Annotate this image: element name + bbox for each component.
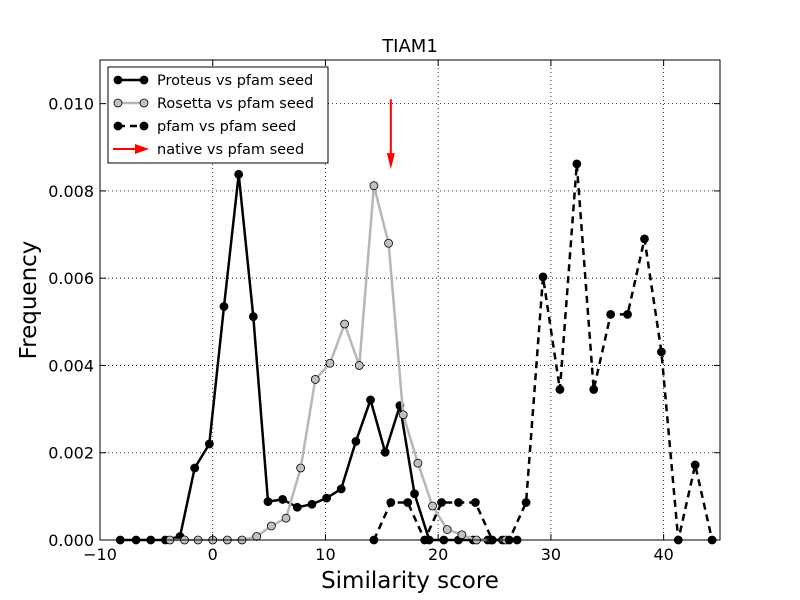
data-point (470, 498, 480, 507)
y-axis-title: Frequency (16, 241, 42, 360)
data-point (428, 501, 437, 511)
data-point (336, 484, 346, 494)
y-tick-label: 0.008 (48, 182, 94, 201)
data-point (234, 169, 244, 179)
data-point (296, 463, 306, 473)
legend-arrow-head (135, 144, 149, 154)
data-point (538, 272, 548, 282)
data-point (252, 532, 262, 541)
legend-item: pfam vs pfam seed (113, 119, 296, 135)
data-point (623, 309, 632, 319)
x-tick-label: −10 (83, 545, 117, 564)
data-point (263, 497, 273, 507)
legend-marker (139, 75, 149, 85)
data-point (457, 530, 467, 540)
legend: Proteus vs pfam seed Rosetta vs pfam seed… (107, 66, 329, 164)
data-point (351, 436, 361, 446)
data-point (386, 498, 396, 507)
data-point (190, 463, 200, 473)
data-point (325, 358, 335, 368)
data-point (413, 458, 423, 468)
data-point (690, 460, 700, 470)
y-tick-label: 0.002 (48, 444, 94, 463)
data-point (403, 498, 413, 507)
data-point (354, 361, 364, 370)
data-point (266, 521, 276, 531)
data-point (521, 498, 531, 507)
chart-title: TIAM1 (381, 36, 438, 57)
data-point (410, 489, 419, 499)
data-point (307, 499, 317, 509)
x-tick-label: 40 (653, 545, 673, 564)
legend-label: native vs pfam seed (157, 142, 304, 158)
x-tick-label: 30 (541, 545, 561, 564)
series-line (372, 162, 714, 542)
legend-label: Rosetta vs pfam seed (157, 96, 314, 112)
annotation-layer (386, 99, 395, 170)
legend-item: native vs pfam seed (113, 142, 304, 158)
native-arrow-head (386, 153, 395, 170)
data-point (292, 502, 302, 512)
y-tick-label: 0.010 (48, 95, 94, 114)
x-tick-label: 0 (208, 545, 218, 564)
data-point (656, 347, 666, 357)
data-point (310, 375, 320, 384)
data-point (322, 493, 331, 503)
data-point (281, 513, 291, 523)
legend-label: pfam vs pfam seed (157, 119, 296, 135)
data-point (606, 309, 616, 319)
legend-marker (113, 98, 123, 108)
legend-marker (139, 121, 149, 131)
data-point (340, 319, 350, 329)
data-point (369, 181, 379, 191)
data-point (555, 385, 565, 394)
data-point (248, 312, 258, 321)
x-axis-title: Similarity score (321, 568, 499, 594)
x-tick-label: 20 (428, 545, 448, 564)
legend-marker (139, 98, 149, 108)
data-point (437, 498, 446, 507)
ticks: −10 0 10 20 30 40 0.000 0.002 0.004 0.006 0.008 0.0… (48, 60, 720, 564)
data-point (204, 439, 214, 449)
data-point (384, 238, 393, 248)
legend-item: Proteus vs pfam seed (113, 73, 313, 89)
data-point (589, 385, 599, 394)
y-tick-label: 0.006 (48, 269, 94, 288)
data-point (366, 395, 375, 405)
legend-marker (113, 121, 123, 131)
legend-label: Proteus vs pfam seed (157, 73, 313, 89)
legend-item: Rosetta vs pfam seed (113, 96, 314, 112)
data-point (398, 410, 408, 420)
data-point (572, 159, 582, 169)
data-point (640, 234, 649, 244)
y-tick-label: 0.004 (48, 356, 94, 375)
data-point (454, 498, 463, 507)
legend-marker (113, 75, 123, 85)
x-tick-label: 10 (315, 545, 335, 564)
plot-frame (99, 59, 721, 541)
data-point (219, 302, 229, 311)
data-point (442, 525, 452, 534)
data-point (278, 495, 288, 504)
y-tick-label: 0.000 (48, 531, 94, 550)
data-point (380, 447, 390, 457)
